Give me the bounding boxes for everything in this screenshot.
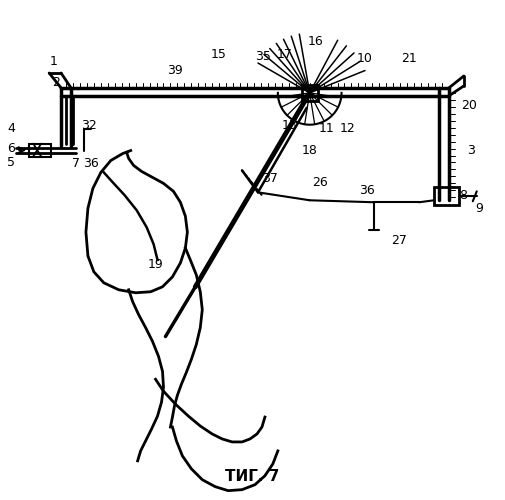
Text: 20: 20	[461, 100, 477, 112]
Text: 2: 2	[52, 76, 60, 90]
Bar	[301, 85, 318, 101]
Text: 4: 4	[8, 122, 15, 135]
Text: 11: 11	[319, 122, 334, 135]
Text: 6: 6	[8, 142, 15, 155]
Text: 9: 9	[475, 202, 483, 214]
Text: 35: 35	[255, 50, 271, 62]
Text: 27: 27	[391, 234, 407, 246]
Text: 36: 36	[360, 184, 375, 197]
Text: 8: 8	[459, 189, 467, 202]
Text: 17: 17	[277, 48, 293, 60]
Text: 39: 39	[168, 64, 183, 78]
Text: 19: 19	[147, 258, 164, 272]
Text: 1: 1	[49, 54, 57, 68]
Text: 5: 5	[8, 156, 15, 169]
Text: 7: 7	[72, 157, 80, 170]
Text: ΤИГ. 7: ΤИГ. 7	[225, 469, 279, 484]
Text: 10: 10	[357, 52, 372, 64]
Text: 3: 3	[467, 144, 475, 157]
Text: 37: 37	[262, 172, 278, 185]
Bar	[29, 144, 51, 156]
Text: 13: 13	[282, 119, 297, 132]
Text: 26: 26	[312, 176, 328, 189]
Text: 21: 21	[401, 52, 417, 64]
Bar	[434, 188, 459, 205]
Text: 36: 36	[83, 157, 99, 170]
Text: 12: 12	[339, 122, 356, 135]
Text: 15: 15	[210, 48, 226, 60]
Text: 16: 16	[308, 34, 324, 48]
Text: 18: 18	[302, 144, 318, 157]
Text: 32: 32	[81, 119, 97, 132]
